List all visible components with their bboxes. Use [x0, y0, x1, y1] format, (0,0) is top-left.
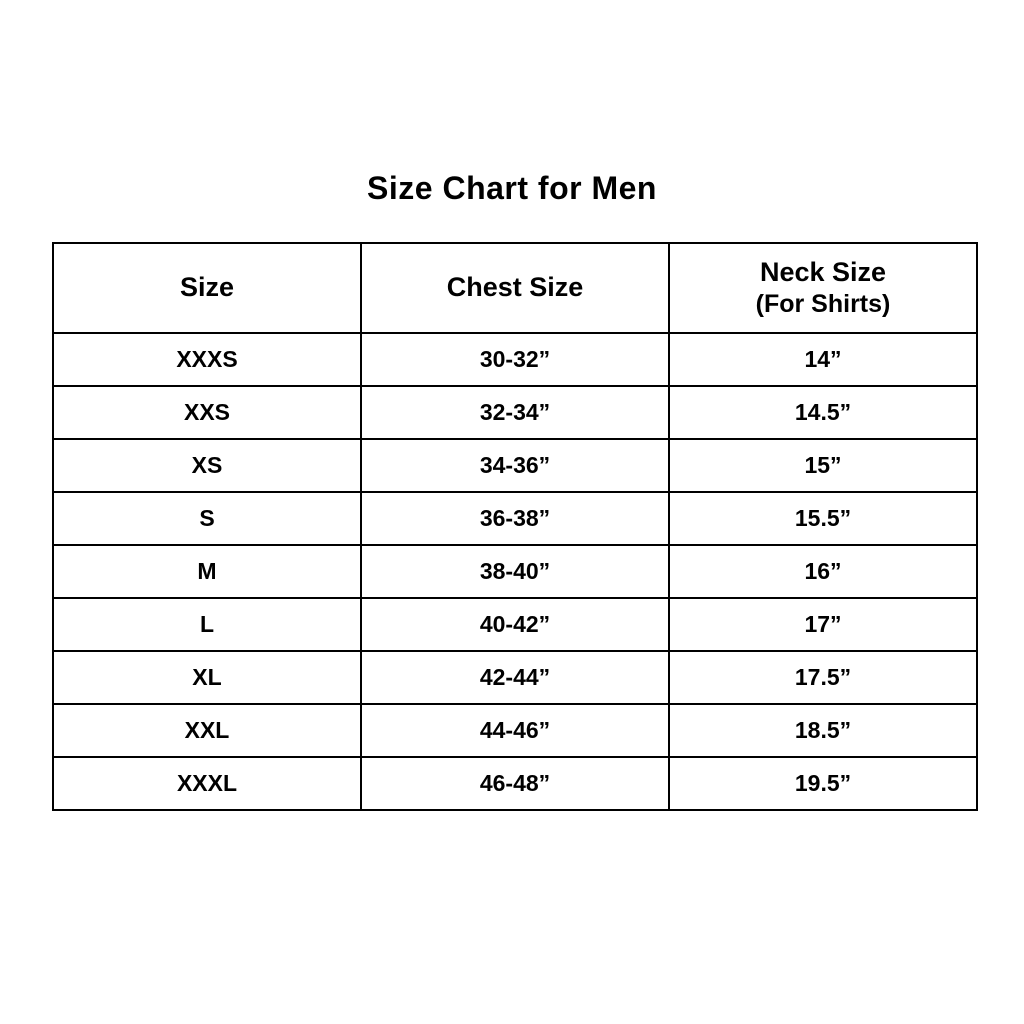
cell-chest: 42-44” — [360, 650, 670, 705]
cell-size: M — [52, 544, 362, 599]
table-body: XXXS 30-32” 14” XXS 32-34” 14.5” XS 34-3… — [52, 332, 978, 811]
cell-neck: 14.5” — [668, 385, 978, 440]
cell-neck: 19.5” — [668, 756, 978, 811]
cell-chest: 30-32” — [360, 332, 670, 387]
page-title: Size Chart for Men — [367, 170, 657, 206]
header-neck-size: Neck Size (For Shirts) — [668, 242, 978, 334]
header-size: Size — [52, 242, 362, 334]
table-row: XXXS 30-32” 14” — [52, 332, 978, 387]
cell-neck: 16” — [668, 544, 978, 599]
cell-chest: 46-48” — [360, 756, 670, 811]
cell-size: XL — [52, 650, 362, 705]
table-row: XS 34-36” 15” — [52, 438, 978, 493]
table-row: S 36-38” 15.5” — [52, 491, 978, 546]
table-row: M 38-40” 16” — [52, 544, 978, 599]
cell-neck: 15” — [668, 438, 978, 493]
cell-neck: 14” — [668, 332, 978, 387]
cell-size: XXXL — [52, 756, 362, 811]
cell-size: XS — [52, 438, 362, 493]
header-neck-size-line1: Neck Size — [759, 256, 887, 287]
cell-chest: 34-36” — [360, 438, 670, 493]
table-row: L 40-42” 17” — [52, 597, 978, 652]
header-chest-size: Chest Size — [360, 242, 670, 334]
cell-chest: 40-42” — [360, 597, 670, 652]
cell-size: L — [52, 597, 362, 652]
cell-chest: 38-40” — [360, 544, 670, 599]
cell-chest: 36-38” — [360, 491, 670, 546]
cell-size: XXS — [52, 385, 362, 440]
cell-neck: 15.5” — [668, 491, 978, 546]
table-row: XXS 32-34” 14.5” — [52, 385, 978, 440]
size-chart-table: Size Chest Size Neck Size (For Shirts) X… — [52, 242, 978, 811]
table-row: XXL 44-46” 18.5” — [52, 703, 978, 758]
cell-neck: 18.5” — [668, 703, 978, 758]
cell-neck: 17” — [668, 597, 978, 652]
table-header: Size Chest Size Neck Size (For Shirts) — [52, 242, 978, 334]
cell-size: S — [52, 491, 362, 546]
header-neck-size-line2: (For Shirts) — [755, 290, 891, 319]
table-row: XXXL 46-48” 19.5” — [52, 756, 978, 811]
cell-chest: 32-34” — [360, 385, 670, 440]
header-row: Size Chest Size Neck Size (For Shirts) — [52, 242, 978, 334]
cell-size: XXL — [52, 703, 362, 758]
table-row: XL 42-44” 17.5” — [52, 650, 978, 705]
cell-neck: 17.5” — [668, 650, 978, 705]
cell-chest: 44-46” — [360, 703, 670, 758]
cell-size: XXXS — [52, 332, 362, 387]
